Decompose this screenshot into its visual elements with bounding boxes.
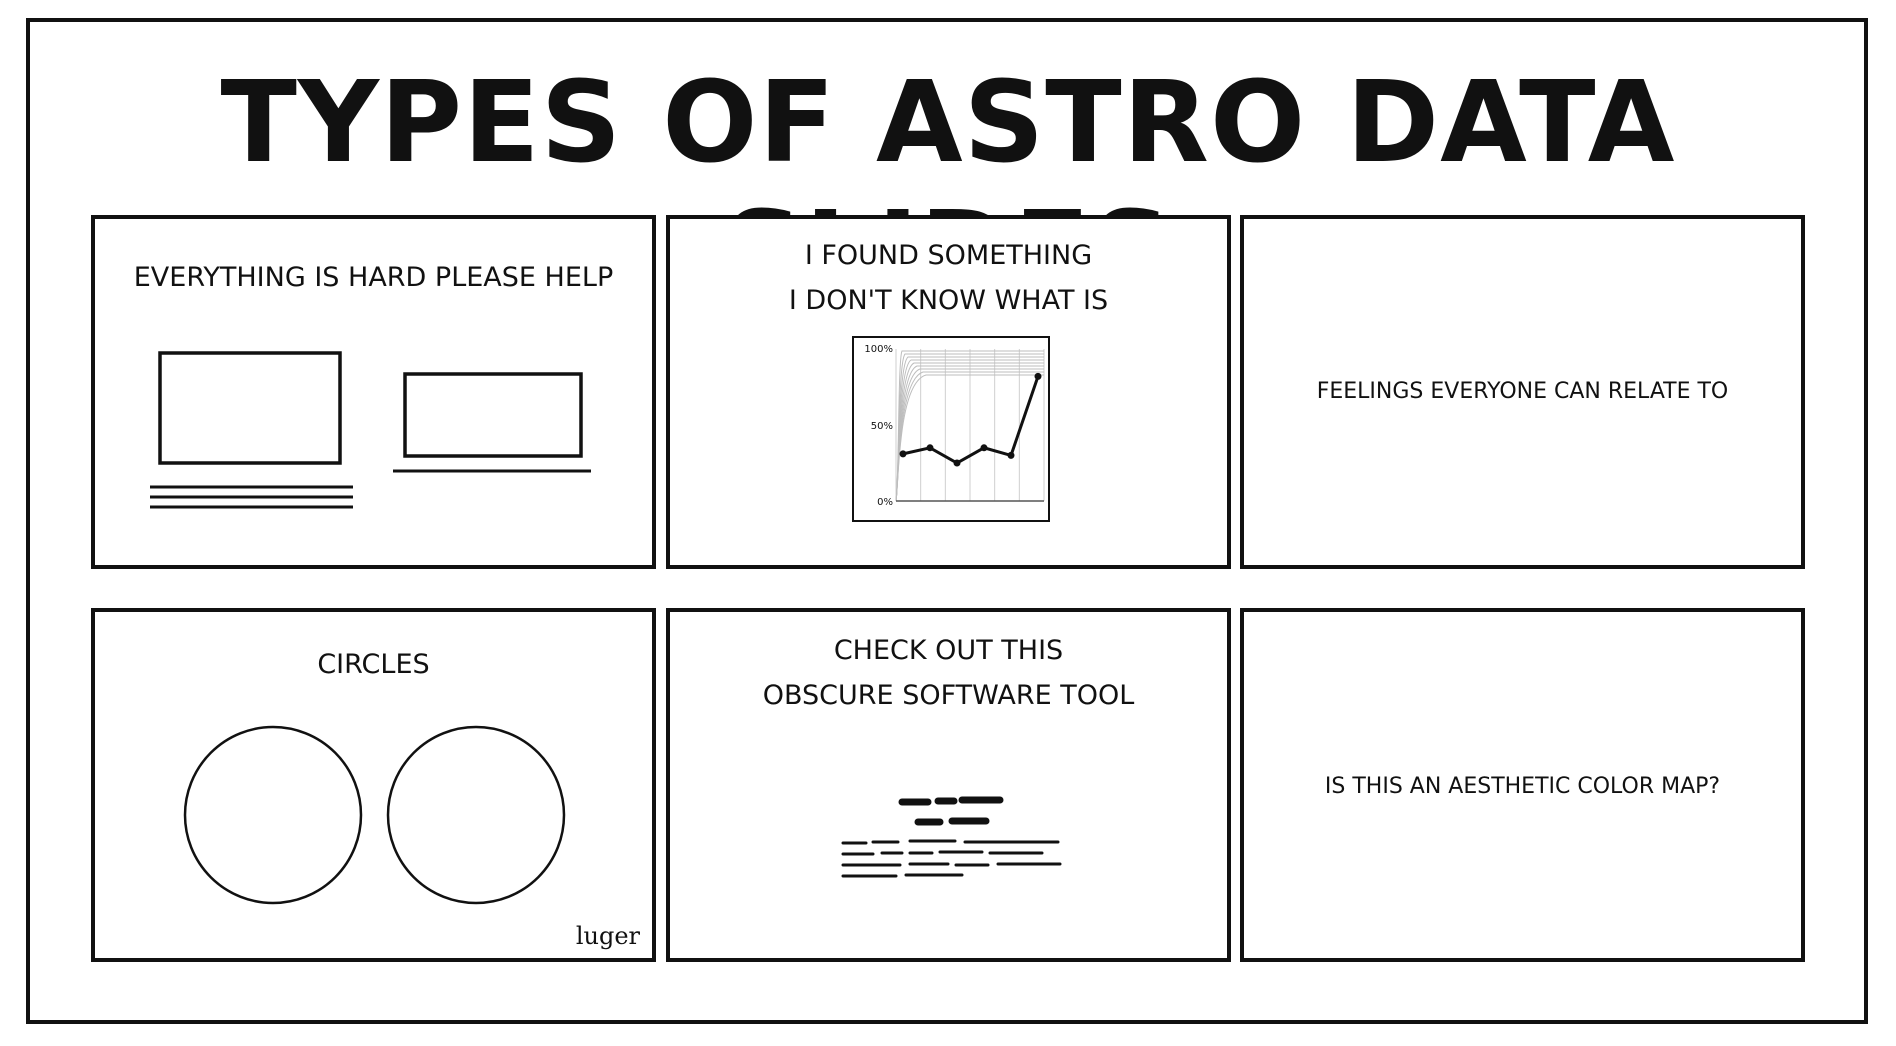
panel-caption: IS THIS AN AESTHETIC COLOR MAP? xyxy=(1324,774,1721,799)
series-point xyxy=(926,444,934,452)
background-curves xyxy=(895,350,1044,502)
circles-drawing xyxy=(183,725,566,905)
panel-obscure-software: CHECK OUT THIS OBSCURE SOFTWARE TOOL xyxy=(666,608,1231,962)
panel-caption: EVERYTHING IS HARD PLEASE HELP xyxy=(133,262,614,293)
y-tick-label: 0% xyxy=(877,497,893,508)
panel-caption: CIRCLES xyxy=(317,649,430,680)
series-point xyxy=(980,444,988,452)
series-point xyxy=(1007,451,1015,459)
artist-signature: luger xyxy=(575,922,640,950)
panel-caption-line-1: CHECK OUT THIS xyxy=(833,635,1064,666)
panel-caption-line-2: I DON'T KNOW WHAT IS xyxy=(788,285,1109,316)
mini-chart: 100% 50% 0% xyxy=(852,336,1050,522)
series-point xyxy=(899,450,907,458)
panel-feelings: FEELINGS EVERYONE CAN RELATE TO xyxy=(1240,215,1805,569)
panel-caption-line-2: OBSCURE SOFTWARE TOOL xyxy=(762,680,1135,711)
background-curve xyxy=(895,374,1044,502)
series-points xyxy=(899,372,1042,467)
panel-color-map: IS THIS AN AESTHETIC COLOR MAP? xyxy=(1240,608,1805,962)
chart-frame xyxy=(852,336,1050,522)
circle-right xyxy=(386,725,566,905)
panel-caption-line-1: I FOUND SOMETHING xyxy=(804,240,1093,271)
series-point xyxy=(1034,372,1042,380)
software-code-scribble xyxy=(841,796,1062,878)
y-tick-label: 100% xyxy=(864,344,893,355)
panel-circles: CIRCLES luger xyxy=(91,608,656,962)
panel-everything-is-hard: EVERYTHING IS HARD PLEASE HELP xyxy=(91,215,656,569)
image-placeholder-right xyxy=(403,372,583,458)
y-tick-label: 50% xyxy=(871,421,893,432)
series-point xyxy=(953,459,961,467)
chart-grid xyxy=(895,349,1045,501)
comic-frame xyxy=(26,18,1868,1024)
panel-caption: FEELINGS EVERYONE CAN RELATE TO xyxy=(1316,379,1729,404)
series-line xyxy=(902,375,1040,465)
slide-layout-sketch xyxy=(150,351,591,509)
panel-found-something: I FOUND SOMETHING I DON'T KNOW WHAT IS 1… xyxy=(666,215,1231,569)
circle-left xyxy=(183,725,363,905)
image-placeholder-left xyxy=(158,351,342,465)
